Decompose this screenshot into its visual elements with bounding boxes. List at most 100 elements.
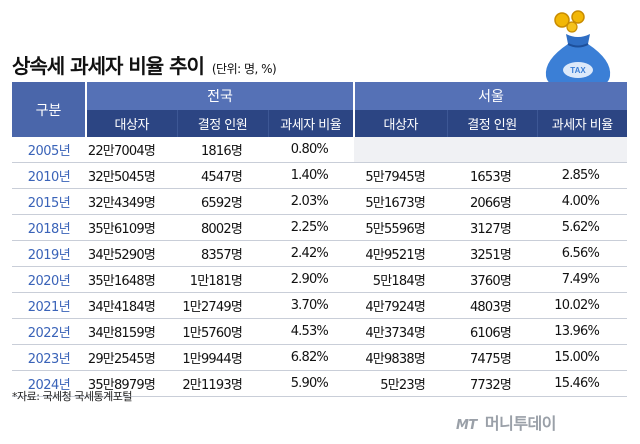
source-note: *자료: 국세청 국세통계포털	[12, 390, 133, 403]
header-gubun: 구분	[12, 82, 86, 137]
year-cell: 2018년	[12, 214, 86, 241]
header-national-decedents: 대상자	[85, 110, 177, 137]
year-cell: 2010년	[12, 162, 86, 189]
national-decedents-cell: 34만5290명	[86, 240, 177, 267]
seoul-approved-cell: 1653명	[447, 162, 537, 189]
unit-label: (단위: 명, %)	[211, 62, 277, 76]
seoul-ratio-cell: 5.62%	[537, 214, 628, 241]
national-decedents-cell: 35만6109명	[86, 214, 177, 241]
national-ratio-cell: 2.90%	[268, 266, 354, 293]
national-ratio-cell: 2.03%	[268, 188, 354, 215]
national-approved-cell: 8002명	[177, 214, 268, 241]
bag-label: TAX	[570, 66, 586, 75]
header-row-columns: 대상자 결정 인원 과세자 비율 대상자 결정 인원 과세자 비율	[12, 110, 628, 137]
national-ratio-cell: 2.42%	[268, 240, 354, 267]
header-national-approved: 결정 인원	[176, 110, 268, 137]
seoul-approved-cell: 7475명	[447, 344, 537, 371]
header-seoul-ratio: 과세자 비율	[536, 110, 628, 137]
national-decedents-cell: 35만1648명	[86, 266, 177, 293]
year-cell: 2021년	[12, 292, 86, 319]
seoul-approved-cell	[447, 137, 537, 163]
publisher-logo: MT 머니투데이	[456, 410, 557, 434]
seoul-ratio-cell: 6.56%	[537, 240, 628, 267]
header-seoul-decedents: 대상자	[353, 110, 447, 137]
title-text: 상속세 과세자 비율 추이	[12, 54, 205, 78]
national-approved-cell: 4547명	[177, 162, 268, 189]
year-cell: 2024년	[12, 370, 86, 397]
seoul-ratio-cell: 15.00%	[537, 344, 628, 371]
seoul-decedents-cell: 5만5596명	[354, 214, 447, 241]
national-ratio-cell: 0.80%	[268, 137, 354, 163]
national-ratio-cell: 4.53%	[268, 318, 354, 345]
year-cell: 2005년	[12, 137, 86, 163]
header-seoul: 서울	[352, 82, 628, 110]
national-decedents-cell: 34만4184명	[86, 292, 177, 319]
table-row: 2022년 34만8159명 1만5760명 4.53% 4만3734명 610…	[12, 318, 628, 345]
table-row: 2018년 35만6109명 8002명 2.25% 5만5596명 3127명…	[12, 214, 628, 241]
national-decedents-cell: 32만4349명	[86, 188, 177, 215]
seoul-ratio-cell: 2.85%	[537, 162, 628, 189]
table-row: 2005년 22만7004명 1816명 0.80%	[12, 137, 628, 163]
table-row: 2024년 35만8979명 2만1193명 5.90% 5만23명 7732명…	[12, 370, 628, 397]
national-decedents-cell: 29만2545명	[86, 344, 177, 371]
seoul-ratio-cell	[537, 137, 628, 163]
national-decedents-cell: 22만7004명	[86, 137, 177, 163]
national-ratio-cell: 3.70%	[268, 292, 354, 319]
money-bag-icon: TAX	[545, 10, 611, 90]
seoul-approved-cell: 3760명	[447, 266, 537, 293]
table-row: 2019년 34만5290명 8357명 2.42% 4만9521명 3251명…	[12, 240, 628, 267]
seoul-decedents-cell: 5만7945명	[354, 162, 447, 189]
national-approved-cell: 1만9944명	[177, 344, 268, 371]
header-national-ratio: 과세자 비율	[267, 110, 354, 137]
page-title: 상속세 과세자 비율 추이 (단위: 명, %)	[12, 50, 277, 79]
year-cell: 2019년	[12, 240, 86, 267]
national-approved-cell: 1816명	[177, 137, 268, 163]
seoul-decedents-cell: 4만9838명	[354, 344, 447, 371]
table-row: 2010년 32만5045명 4547명 1.40% 5만7945명 1653명…	[12, 162, 628, 189]
table-row: 2023년 29만2545명 1만9944명 6.82% 4만9838명 747…	[12, 344, 628, 371]
year-cell: 2015년	[12, 188, 86, 215]
national-approved-cell: 1만181명	[177, 266, 268, 293]
seoul-approved-cell: 3127명	[447, 214, 537, 241]
seoul-decedents-cell	[354, 137, 447, 163]
seoul-decedents-cell: 5만184명	[354, 266, 447, 293]
seoul-approved-cell: 7732명	[447, 370, 537, 397]
table-row: 2020년 35만1648명 1만181명 2.90% 5만184명 3760명…	[12, 266, 628, 293]
national-approved-cell: 6592명	[177, 188, 268, 215]
seoul-approved-cell: 2066명	[447, 188, 537, 215]
seoul-ratio-cell: 13.96%	[537, 318, 628, 345]
national-ratio-cell: 1.40%	[268, 162, 354, 189]
seoul-ratio-cell: 10.02%	[537, 292, 628, 319]
header-row-groups: 구분 전국 서울	[12, 82, 628, 137]
year-cell: 2022년	[12, 318, 86, 345]
table-row: 2021년 34만4184명 1만2749명 3.70% 4만7924명 480…	[12, 292, 628, 319]
national-ratio-cell: 6.82%	[268, 344, 354, 371]
seoul-approved-cell: 4803명	[447, 292, 537, 319]
national-decedents-cell: 32만5045명	[86, 162, 177, 189]
national-approved-cell: 8357명	[177, 240, 268, 267]
logo-mt: MT	[456, 418, 477, 433]
seoul-decedents-cell: 5만23명	[354, 370, 447, 397]
year-cell: 2023년	[12, 344, 86, 371]
logo-name: 머니투데이	[484, 414, 557, 433]
national-decedents-cell: 35만8979명	[86, 370, 177, 397]
seoul-ratio-cell: 7.49%	[537, 266, 628, 293]
seoul-approved-cell: 6106명	[447, 318, 537, 345]
table-row: 2015년 32만4349명 6592명 2.03% 5만1673명 2066명…	[12, 188, 628, 215]
header-seoul-approved: 결정 인원	[446, 110, 537, 137]
year-cell: 2020년	[12, 266, 86, 293]
seoul-decedents-cell: 5만1673명	[354, 188, 447, 215]
national-approved-cell: 1만2749명	[177, 292, 268, 319]
national-decedents-cell: 34만8159명	[86, 318, 177, 345]
national-approved-cell: 2만1193명	[177, 370, 268, 397]
seoul-decedents-cell: 4만7924명	[354, 292, 447, 319]
seoul-decedents-cell: 4만9521명	[354, 240, 447, 267]
national-approved-cell: 1만5760명	[177, 318, 268, 345]
header-national: 전국	[85, 82, 354, 110]
seoul-approved-cell: 3251명	[447, 240, 537, 267]
seoul-ratio-cell: 15.46%	[537, 370, 628, 397]
national-ratio-cell: 5.90%	[268, 370, 354, 397]
seoul-decedents-cell: 4만3734명	[354, 318, 447, 345]
inheritance-tax-table: 구분 전국 서울 대상자 결정 인원 과세자 비율 대상자 결정 인원 과세자 …	[12, 82, 628, 397]
national-ratio-cell: 2.25%	[268, 214, 354, 241]
